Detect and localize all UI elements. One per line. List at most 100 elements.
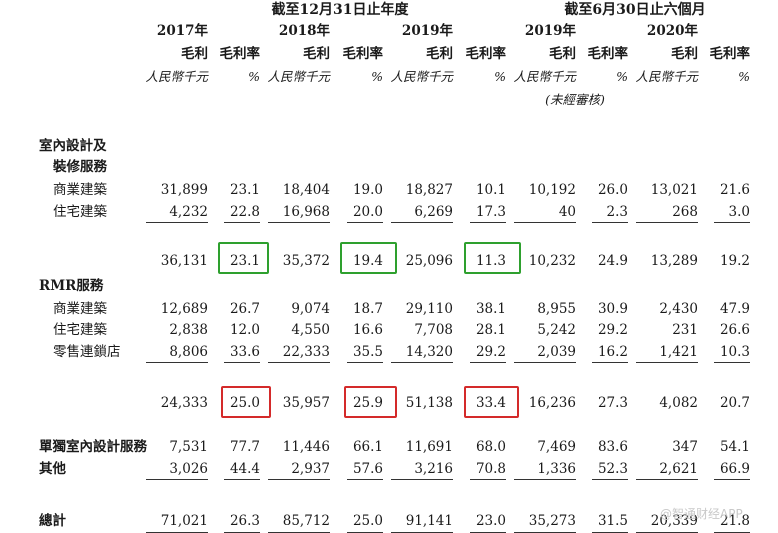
gross-profit-cell: 20,339 xyxy=(650,513,698,529)
section-interior-title-1: 室內設計及 xyxy=(39,138,107,154)
gross-profit-cell: 91,141 xyxy=(405,513,453,529)
column-underline xyxy=(146,479,208,480)
highlight-red-2019 xyxy=(464,386,519,418)
gross-profit-cell: 13,289 xyxy=(650,253,698,269)
gross-margin-cell: 10.3 xyxy=(719,344,750,360)
gross-margin-cell: 29.2 xyxy=(475,344,506,360)
gross-margin-cell: 16.2 xyxy=(597,344,628,360)
gross-profit-cell: 2,937 xyxy=(291,461,330,477)
gross-margin-cell: 27.3 xyxy=(597,395,628,411)
gross-margin-cell: 25.0 xyxy=(352,513,383,529)
column-underline xyxy=(391,362,453,363)
gross-margin-cell: 52.3 xyxy=(597,461,628,477)
gross-profit-cell: 18,404 xyxy=(282,182,330,198)
gross-profit-cell: 31,899 xyxy=(160,182,208,198)
row-label: 住宅建築 xyxy=(53,204,107,220)
gross-margin-cell: 29.2 xyxy=(597,322,628,338)
gross-profit-cell: 14,320 xyxy=(405,344,453,360)
gross-profit-cell: 3,026 xyxy=(169,461,208,477)
gross-margin-cell: 3.0 xyxy=(728,204,750,220)
unaudited-note: (未經審核) xyxy=(545,92,605,107)
section-rmr-title: RMR服務 xyxy=(39,278,104,294)
pct-unit-label: % xyxy=(248,69,260,84)
gp-header: 毛利 xyxy=(303,46,330,62)
gross-profit-cell: 22,333 xyxy=(282,344,330,360)
gross-margin-cell: 28.1 xyxy=(475,322,506,338)
row-label: 商業建築 xyxy=(53,182,107,198)
row-label: 零售連鎖店 xyxy=(53,344,121,360)
gross-margin-cell: 47.9 xyxy=(719,301,750,317)
gross-profit-cell: 4,082 xyxy=(659,395,698,411)
gross-profit-cell: 85,712 xyxy=(282,513,330,529)
gross-margin-cell: 83.6 xyxy=(597,439,628,455)
gross-profit-cell: 24,333 xyxy=(160,395,208,411)
gross-profit-cell: 5,242 xyxy=(537,322,576,338)
row-label: 商業建築 xyxy=(53,301,107,317)
gm-header: 毛利率 xyxy=(587,46,629,62)
gm-header: 毛利率 xyxy=(219,46,261,62)
gross-margin-cell: 33.6 xyxy=(229,344,260,360)
year-2019: 2019年 xyxy=(401,23,453,39)
gross-margin-cell: 66.1 xyxy=(352,439,383,455)
gross-margin-cell: 77.7 xyxy=(229,439,260,455)
gross-profit-cell: 347 xyxy=(672,439,698,455)
pct-unit-label: % xyxy=(616,69,628,84)
column-underline xyxy=(391,222,453,223)
gross-profit-cell: 71,021 xyxy=(160,513,208,529)
gp-header: 毛利 xyxy=(181,46,208,62)
column-underline xyxy=(347,479,383,480)
gross-margin-cell: 26.6 xyxy=(719,322,750,338)
gross-profit-cell: 2,621 xyxy=(659,461,698,477)
gross-margin-cell: 30.9 xyxy=(597,301,628,317)
highlight-green-2017 xyxy=(218,242,269,274)
row-label: 住宅建築 xyxy=(53,322,107,338)
gross-margin-cell: 44.4 xyxy=(229,461,260,477)
gross-margin-cell: 26.3 xyxy=(229,513,260,529)
column-underline xyxy=(514,222,576,223)
gross-margin-cell: 11.3 xyxy=(475,253,506,269)
pct-unit-label: % xyxy=(738,69,750,84)
gross-margin-cell: 18.7 xyxy=(352,301,383,317)
gm-header: 毛利率 xyxy=(342,46,384,62)
gross-margin-cell: 23.1 xyxy=(229,182,260,198)
pct-unit-label: % xyxy=(494,69,506,84)
rmb-unit-label: 人民幣千元 xyxy=(635,69,698,84)
highlight-red-2017 xyxy=(221,386,271,418)
gross-margin-cell: 66.9 xyxy=(719,461,750,477)
gross-profit-cell: 51,138 xyxy=(405,395,453,411)
gross-profit-cell: 7,469 xyxy=(537,439,576,455)
year-2020-half: 2020年 xyxy=(646,23,698,39)
gross-margin-cell: 23.0 xyxy=(475,513,506,529)
gross-margin-cell: 68.0 xyxy=(475,439,506,455)
column-underline xyxy=(391,479,453,480)
column-underline xyxy=(714,479,750,480)
column-underline xyxy=(592,222,628,223)
column-underline xyxy=(470,479,506,480)
gross-margin-cell: 17.3 xyxy=(475,204,506,220)
gross-profit-cell: 1,421 xyxy=(659,344,698,360)
gross-profit-cell: 36,131 xyxy=(160,253,208,269)
gross-margin-cell: 16.6 xyxy=(352,322,383,338)
highlight-green-2019 xyxy=(464,242,521,274)
column-underline xyxy=(636,222,698,223)
column-underline xyxy=(347,362,383,363)
gross-margin-cell: 70.8 xyxy=(475,461,506,477)
year-2017: 2017年 xyxy=(156,23,208,39)
gross-profit-cell: 1,336 xyxy=(537,461,576,477)
gross-profit-cell: 8,806 xyxy=(169,344,208,360)
gross-profit-cell: 10,232 xyxy=(528,253,576,269)
highlight-green-2018 xyxy=(340,242,397,274)
gross-profit-cell: 40 xyxy=(558,204,576,220)
highlight-red-2018 xyxy=(344,386,397,418)
gross-margin-cell: 26.0 xyxy=(597,182,628,198)
gross-margin-cell: 22.8 xyxy=(229,204,260,220)
column-underline xyxy=(470,362,506,363)
column-underline xyxy=(146,362,208,363)
gp-header: 毛利 xyxy=(671,46,698,62)
gross-margin-cell: 31.5 xyxy=(597,513,628,529)
gross-profit-cell: 29,110 xyxy=(405,301,453,317)
gross-profit-cell: 11,691 xyxy=(405,439,453,455)
gp-header: 毛利 xyxy=(426,46,453,62)
column-underline xyxy=(714,222,750,223)
row-label: 單獨室內設計服務 xyxy=(39,439,147,455)
